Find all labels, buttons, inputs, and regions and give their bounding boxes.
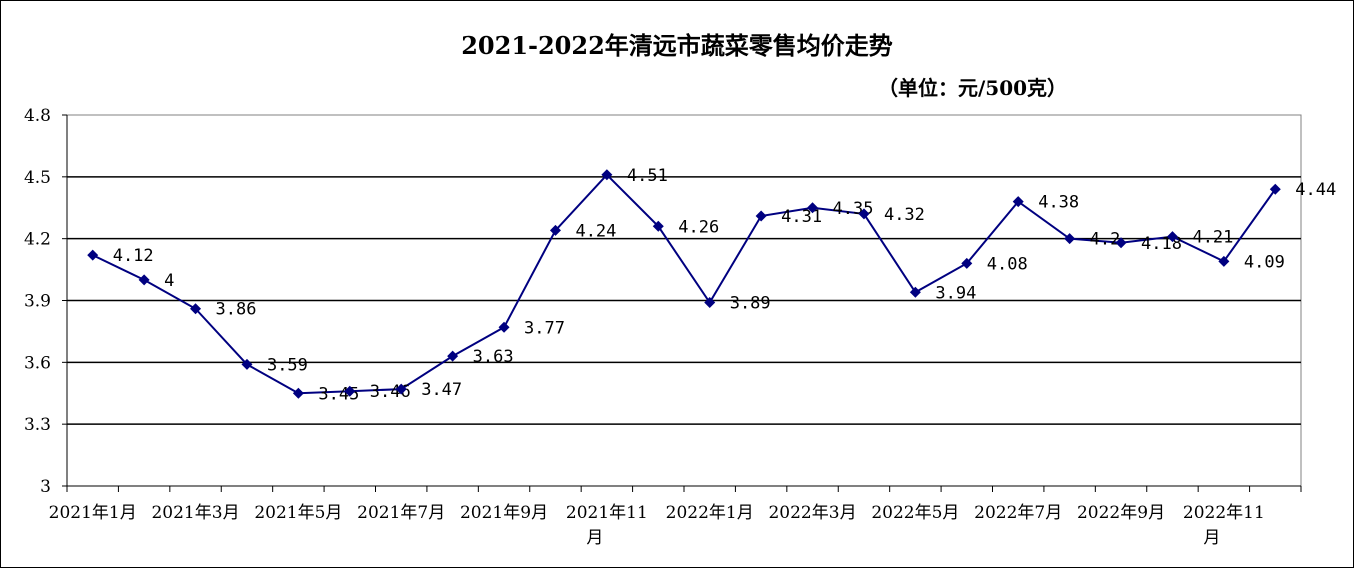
x-tick-label: 2021年11 [566, 503, 648, 523]
data-label: 4.2 [1090, 230, 1121, 250]
data-label: 3.86 [216, 300, 257, 320]
data-label: 4.26 [678, 217, 719, 237]
data-label: 3.59 [267, 355, 308, 375]
data-label: 4 [164, 271, 174, 291]
y-tick-label: 3.6 [24, 353, 51, 373]
data-point-marker [292, 387, 304, 399]
data-point-marker [344, 385, 356, 397]
data-label: 4.08 [987, 254, 1028, 274]
data-point-marker [241, 358, 253, 370]
x-tick-label: 2021年7月 [357, 503, 445, 523]
data-label: 3.94 [935, 283, 976, 303]
data-label: 3.63 [473, 347, 514, 367]
data-point-marker [447, 350, 459, 362]
data-point-marker [549, 224, 561, 236]
data-label: 4.32 [884, 205, 925, 225]
x-tick-label: 2021年5月 [254, 503, 342, 523]
x-tick-label: 2021年1月 [49, 503, 137, 523]
chart-title: 2021-2022年清远市蔬菜零售均价走势 [461, 31, 893, 60]
data-label: 3.46 [370, 382, 411, 402]
data-point-marker [1064, 233, 1076, 245]
series-line [92, 173, 1277, 395]
x-tick-label: 2022年1月 [666, 503, 754, 523]
data-label: 4.51 [627, 166, 668, 186]
data-point-marker [1218, 255, 1230, 267]
data-point-marker [1012, 196, 1024, 208]
x-tick-label: 2022年7月 [974, 503, 1062, 523]
y-tick-label: 3 [40, 477, 51, 497]
data-point-marker [395, 383, 407, 395]
data-label: 4.24 [575, 221, 616, 241]
unit-label: （单位：元/500克） [878, 76, 1068, 100]
data-point-marker [190, 303, 202, 315]
data-point-marker [498, 321, 510, 333]
data-point-marker [858, 208, 870, 220]
data-label: 4.38 [1038, 193, 1079, 213]
y-tick-label: 3.3 [24, 415, 51, 435]
x-tick-label-line2: 月 [1203, 528, 1220, 548]
data-label: 4.31 [781, 207, 822, 227]
data-point-marker [961, 257, 973, 269]
data-point-marker [601, 169, 613, 181]
data-point-marker [704, 297, 716, 309]
data-point-marker [138, 274, 150, 286]
x-tick-label: 2022年11 [1183, 503, 1265, 523]
data-point-marker [909, 286, 921, 298]
x-tick-label: 2022年9月 [1077, 503, 1165, 523]
y-tick-label: 3.9 [24, 292, 51, 312]
data-label: 3.77 [524, 318, 565, 338]
data-point-marker [1115, 237, 1127, 249]
data-label: 3.47 [421, 380, 462, 400]
x-tick-label: 2022年5月 [871, 503, 959, 523]
x-tick-label: 2021年9月 [460, 503, 548, 523]
data-label: 3.89 [730, 294, 771, 314]
data-point-marker [755, 210, 767, 222]
x-tick-label: 2021年3月 [151, 503, 239, 523]
data-point-marker [807, 202, 819, 214]
x-tick-label: 2022年3月 [768, 503, 856, 523]
data-point-marker [1269, 183, 1281, 195]
y-tick-label: 4.2 [24, 230, 51, 250]
y-tick-label: 4.8 [24, 106, 51, 126]
y-tick-label: 4.5 [24, 168, 51, 188]
data-label: 4.09 [1244, 252, 1285, 272]
data-label: 4.44 [1295, 180, 1336, 200]
x-tick-label-line2: 月 [586, 528, 603, 548]
data-point-marker [1166, 231, 1178, 243]
data-label: 4.12 [113, 246, 154, 266]
data-point-marker [87, 249, 99, 261]
data-label: 4.21 [1192, 228, 1233, 248]
data-point-marker [652, 220, 664, 232]
data-label: 3.45 [318, 384, 359, 404]
